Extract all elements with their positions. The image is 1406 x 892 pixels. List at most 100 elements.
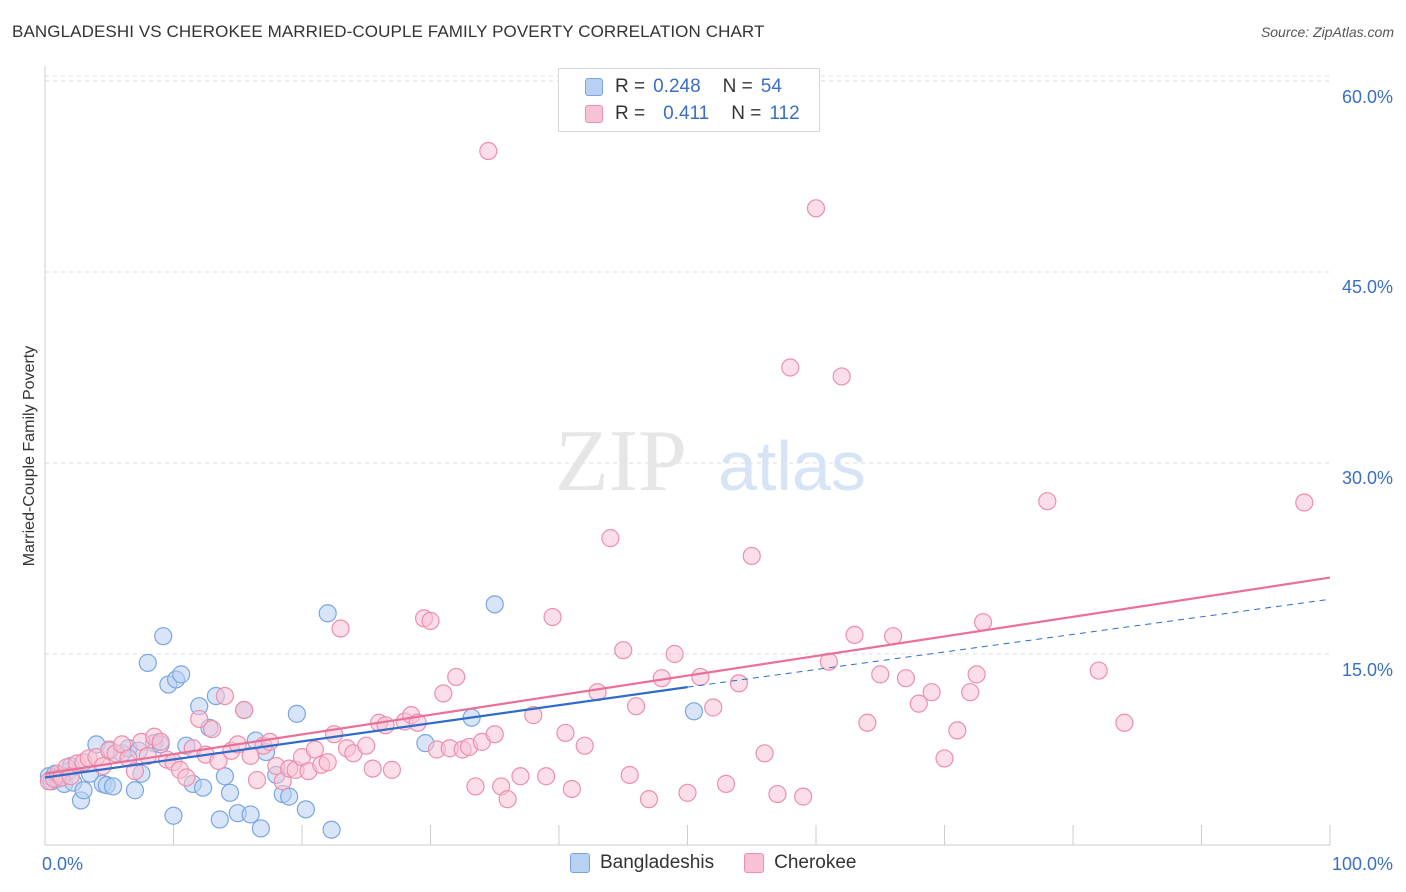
data-point bbox=[768, 784, 787, 804]
correlation-legend: R = 0.248 N = 54 R = 0.411 N = 112 bbox=[558, 68, 820, 132]
data-point bbox=[485, 595, 504, 614]
y-tick-label: 15.0% bbox=[1342, 660, 1393, 680]
axes bbox=[44, 66, 1331, 846]
data-point bbox=[104, 777, 123, 796]
legend-item-bangladeshis: Bangladeshis bbox=[570, 852, 714, 874]
watermark: ZIP atlas bbox=[555, 413, 866, 510]
data-point bbox=[215, 767, 234, 786]
data-point bbox=[537, 767, 556, 786]
series-bangladeshis-points bbox=[39, 595, 704, 839]
data-point bbox=[691, 667, 710, 687]
data-point bbox=[781, 358, 800, 377]
data-point bbox=[678, 783, 697, 802]
data-point bbox=[447, 667, 466, 687]
data-point bbox=[511, 767, 530, 786]
data-point bbox=[220, 783, 240, 802]
data-point bbox=[241, 746, 260, 765]
data-point bbox=[794, 787, 813, 806]
data-point bbox=[716, 774, 736, 793]
y-tick-label: 30.0% bbox=[1342, 468, 1393, 488]
data-point bbox=[382, 760, 402, 779]
y-axis-label: Married-Couple Family Poverty bbox=[21, 346, 38, 567]
legend-r-label: R = bbox=[615, 103, 646, 124]
data-point bbox=[318, 753, 337, 772]
data-point bbox=[871, 665, 890, 684]
legend-n-label: N = bbox=[722, 76, 753, 97]
data-point bbox=[729, 674, 749, 693]
y-tick-label: 45.0% bbox=[1342, 277, 1393, 297]
data-point bbox=[601, 529, 620, 548]
data-point bbox=[125, 781, 145, 800]
data-point bbox=[742, 546, 761, 566]
data-point bbox=[614, 641, 633, 660]
data-point bbox=[74, 781, 93, 800]
data-point bbox=[626, 697, 646, 716]
data-point bbox=[639, 790, 659, 809]
data-point bbox=[684, 702, 704, 721]
watermark-zip: ZIP bbox=[555, 413, 687, 510]
series-cherokee-points bbox=[39, 141, 1314, 809]
data-point bbox=[164, 806, 183, 825]
data-point bbox=[832, 367, 851, 386]
legend-r-value: 0.411 bbox=[663, 103, 710, 124]
legend-swatch-blue bbox=[585, 78, 603, 96]
legend-r-value: 0.248 bbox=[653, 76, 701, 97]
data-point bbox=[967, 665, 986, 684]
data-point bbox=[154, 627, 173, 646]
chart-title: BANGLADESHI VS CHEROKEE MARRIED-COUPLE F… bbox=[12, 22, 765, 41]
data-point bbox=[434, 684, 453, 703]
data-point bbox=[287, 704, 306, 723]
data-point bbox=[665, 644, 684, 664]
x-tick-label: 100.0% bbox=[1332, 854, 1393, 874]
series-legend: Bangladeshis Cherokee bbox=[570, 852, 886, 874]
data-point bbox=[322, 820, 341, 839]
legend-swatch-blue bbox=[570, 853, 590, 873]
x-tick-label: 0.0% bbox=[42, 854, 83, 874]
data-point bbox=[806, 199, 826, 218]
data-point bbox=[961, 683, 980, 702]
data-point bbox=[858, 713, 877, 732]
data-point bbox=[177, 768, 196, 787]
data-point bbox=[883, 627, 903, 646]
data-point bbox=[280, 787, 299, 806]
legend-swatch-pink bbox=[744, 853, 765, 873]
data-point bbox=[202, 720, 222, 739]
data-point bbox=[556, 723, 575, 743]
data-point bbox=[755, 744, 774, 763]
x-tick-labels: 0.0% 100.0% bbox=[42, 854, 1393, 874]
data-point bbox=[543, 607, 562, 627]
data-point bbox=[498, 790, 517, 809]
data-point bbox=[524, 706, 543, 725]
data-point bbox=[1115, 713, 1134, 732]
grid-lines bbox=[45, 75, 1330, 655]
trend-line-extension bbox=[687, 598, 1331, 688]
data-point bbox=[845, 625, 864, 645]
data-point bbox=[363, 759, 382, 778]
data-point bbox=[151, 732, 170, 751]
data-point bbox=[125, 762, 145, 781]
data-point bbox=[357, 736, 376, 755]
data-point bbox=[562, 779, 581, 799]
data-point bbox=[235, 700, 254, 720]
trend-line-cherokee bbox=[44, 576, 1331, 775]
data-point bbox=[210, 810, 229, 829]
data-point bbox=[1089, 661, 1108, 680]
source-credit: Source: ZipAtlas.com bbox=[1260, 24, 1394, 40]
trend-line-bangladeshis bbox=[44, 686, 688, 779]
data-point bbox=[331, 619, 350, 638]
data-point bbox=[251, 819, 270, 838]
data-point bbox=[973, 613, 993, 632]
data-point bbox=[948, 721, 967, 740]
data-point bbox=[935, 749, 954, 768]
legend-label-cherokee: Cherokee bbox=[774, 852, 857, 873]
trend-lines bbox=[44, 576, 1331, 779]
legend-n-value: 54 bbox=[760, 76, 782, 97]
data-point bbox=[575, 736, 594, 755]
legend-row-bangladeshis: R = 0.248 N = 54 bbox=[585, 74, 782, 100]
y-tick-label: 60.0% bbox=[1342, 87, 1393, 107]
data-point bbox=[922, 683, 941, 702]
data-point bbox=[909, 694, 928, 713]
data-point bbox=[1038, 492, 1057, 511]
data-point bbox=[215, 686, 234, 706]
